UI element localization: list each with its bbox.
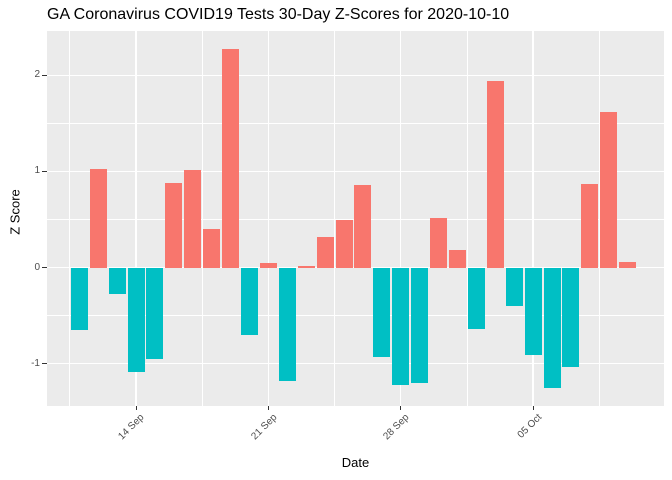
bar-2020-09-27 [373,267,391,357]
y-tick-mark [42,363,47,365]
y-tick-label: 2 [34,69,40,81]
plot-panel [47,31,664,406]
chart-title: GA Coronavirus COVID19 Tests 30-Day Z-Sc… [47,6,510,23]
y-axis-title: Z Score [7,189,23,235]
bar-2020-10-08 [581,183,599,268]
bar-2020-09-16 [165,182,183,268]
y-tick-mark [42,267,47,269]
x-tick-mark [400,406,402,410]
bar-2020-09-15 [146,267,164,359]
y-tick-mark [42,170,47,172]
bar-2020-09-20 [240,267,258,335]
x-tick-label: 28 Sep [381,412,412,443]
bar-2020-09-13 [108,267,126,295]
bar-2020-10-09 [600,111,618,268]
bar-2020-09-25 [335,220,353,268]
gridline-v-minor [598,31,600,406]
bar-2020-09-19 [222,49,240,268]
bar-2020-09-28 [392,267,410,385]
bar-2020-09-29 [411,267,429,383]
bar-2020-09-26 [354,184,372,268]
gridline-h-major [47,170,664,173]
gridline-v-major [267,31,270,406]
x-tick-mark [135,406,137,410]
gridline-h-major [47,74,664,76]
gridline-v-major [400,31,402,406]
bar-2020-10-04 [505,267,523,306]
gridline-h-minor [47,315,664,316]
bar-2020-10-10 [619,261,637,268]
bar-2020-09-14 [127,267,145,373]
bar-2020-09-17 [184,170,202,268]
bar-2020-10-06 [543,267,561,388]
bar-2020-10-01 [449,250,466,268]
bar-2020-10-03 [486,81,504,268]
gridline-h-major [47,362,664,365]
bar-2020-09-11 [70,267,88,331]
gridline-v-major [135,31,137,406]
bar-2020-10-05 [524,267,542,356]
bar-2020-09-30 [430,217,448,268]
gridline-h-minor [47,122,664,124]
x-tick-label: 14 Sep [116,412,147,443]
gridline-v-major [532,31,534,406]
gridline-v-minor [69,31,71,406]
y-tick-label: 0 [34,261,40,273]
bar-2020-09-22 [278,267,296,381]
bar-2020-09-18 [203,229,221,268]
y-tick-mark [42,74,47,76]
x-tick-mark [267,406,269,410]
bar-2020-09-12 [89,168,107,268]
x-axis-title: Date [341,455,370,470]
y-tick-label: 1 [34,165,40,177]
gridline-v-minor [201,31,203,406]
gridline-v-minor [334,31,335,406]
bar-2020-10-07 [562,267,580,367]
bar-2020-09-24 [316,236,334,268]
bar-2020-09-23 [297,265,315,268]
x-tick-mark [532,406,534,410]
y-tick-label: -1 [31,357,40,369]
bar-2020-09-21 [259,262,277,268]
x-tick-label: 21 Sep [248,412,280,443]
gridline-v-minor [466,31,468,406]
x-tick-label: 05 Oct [515,412,544,441]
bar-2020-10-02 [467,267,485,330]
